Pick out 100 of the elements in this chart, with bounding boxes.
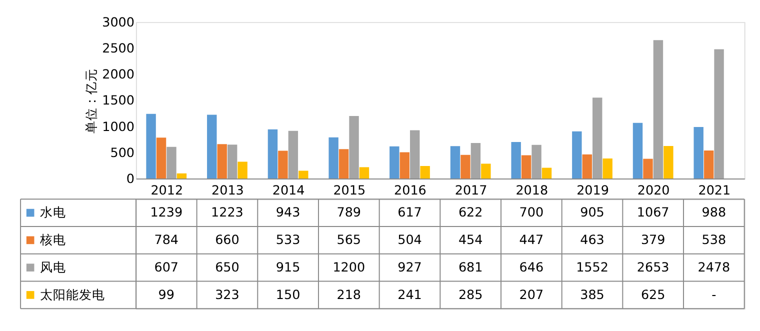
bar — [470, 143, 481, 179]
y-tick-label: 1500 — [102, 92, 134, 108]
data-label: 617 — [398, 204, 422, 220]
bar — [298, 170, 308, 179]
bar — [207, 114, 217, 179]
data-label: 454 — [458, 232, 483, 248]
data-label: 660 — [215, 232, 240, 248]
data-label: 915 — [276, 259, 300, 274]
bar — [410, 130, 420, 179]
data-label: 385 — [580, 286, 604, 302]
y-tick-label: 1000 — [102, 118, 134, 134]
bar — [704, 150, 714, 179]
data-label: 285 — [458, 286, 483, 302]
data-label: 784 — [154, 232, 179, 248]
data-label: 607 — [154, 259, 179, 274]
x-tick-label: 2016 — [394, 182, 426, 198]
bar — [532, 144, 542, 179]
bar — [328, 137, 338, 179]
data-label: 2653 — [636, 259, 670, 274]
bar — [420, 166, 430, 179]
data-label: 1552 — [576, 259, 608, 274]
data-label: 504 — [398, 232, 422, 248]
data-label: 622 — [458, 204, 483, 220]
bar — [572, 131, 582, 179]
legend-label: 太阳能发电 — [40, 286, 106, 302]
bar — [592, 98, 602, 179]
bar — [156, 138, 166, 179]
y-tick-label: 3000 — [102, 14, 134, 30]
x-tick-label: 2012 — [150, 182, 184, 198]
data-label: 533 — [276, 232, 300, 248]
bar — [542, 168, 552, 179]
x-tick-label: 2013 — [212, 182, 244, 198]
data-label: 99 — [158, 286, 174, 302]
bar — [227, 144, 238, 179]
bar — [714, 49, 724, 179]
bar — [602, 158, 612, 179]
x-tick-label: 2015 — [333, 182, 366, 198]
bar — [288, 130, 298, 179]
bar — [450, 146, 460, 179]
data-label: 927 — [398, 259, 422, 274]
legend-label: 核电 — [39, 232, 66, 248]
bar — [643, 158, 653, 179]
bar — [632, 122, 643, 179]
data-label: 447 — [519, 232, 544, 248]
data-label: 463 — [580, 232, 604, 248]
x-tick-label: 2014 — [272, 182, 305, 198]
bar — [268, 129, 278, 179]
x-tick-label: 2018 — [516, 182, 548, 198]
y-tick-label: 0 — [126, 170, 134, 186]
y-tick-label: 500 — [110, 144, 134, 160]
legend-label: 水电 — [40, 204, 66, 220]
data-label: 207 — [519, 286, 544, 302]
data-label: 650 — [215, 259, 240, 274]
bar — [653, 40, 664, 179]
x-tick-label: 2020 — [637, 182, 670, 198]
bar — [400, 152, 410, 179]
x-tick-label: 2017 — [454, 182, 488, 198]
y-tick-label: 2000 — [102, 66, 134, 82]
bar — [694, 127, 704, 179]
data-label: 1223 — [211, 204, 244, 220]
data-label: 323 — [215, 286, 240, 302]
bar — [359, 167, 370, 179]
y-tick-label: 2500 — [102, 40, 134, 56]
data-label: 2478 — [698, 259, 730, 274]
data-label: 988 — [702, 204, 726, 220]
data-label: 1200 — [332, 259, 366, 274]
text: - — [712, 286, 716, 302]
bar — [582, 154, 592, 179]
legend-label: 风电 — [40, 259, 66, 274]
data-label: 1067 — [636, 204, 670, 220]
data-label: 681 — [458, 259, 483, 274]
bar — [238, 162, 248, 179]
data-label: 379 — [640, 232, 666, 248]
data-label: 565 — [336, 232, 362, 248]
data-label: 218 — [336, 286, 362, 302]
bar — [664, 146, 674, 179]
bar — [217, 144, 227, 179]
data-label: 905 — [580, 204, 604, 220]
bar — [338, 149, 349, 179]
data-label: 241 — [398, 286, 422, 302]
data-label: 1239 — [150, 204, 183, 220]
bar — [390, 146, 400, 179]
bar — [278, 150, 288, 179]
bar — [146, 114, 156, 179]
bar — [511, 142, 521, 179]
x-tick-label: 2019 — [576, 182, 609, 198]
data-label: 538 — [702, 232, 726, 248]
x-tick-label: 2021 — [698, 182, 731, 198]
data-label: 646 — [519, 259, 544, 274]
data-label: 625 — [640, 286, 666, 302]
bar — [166, 146, 176, 179]
data-label: 700 — [519, 204, 544, 220]
y-axis-title: 单位：亿元 — [83, 68, 98, 134]
bar — [460, 154, 470, 179]
bar — [176, 173, 187, 179]
bar — [521, 155, 532, 179]
bar — [349, 116, 359, 179]
data-label: 943 — [276, 204, 300, 220]
data-label: 150 — [276, 286, 300, 302]
data-label: 789 — [336, 204, 362, 220]
